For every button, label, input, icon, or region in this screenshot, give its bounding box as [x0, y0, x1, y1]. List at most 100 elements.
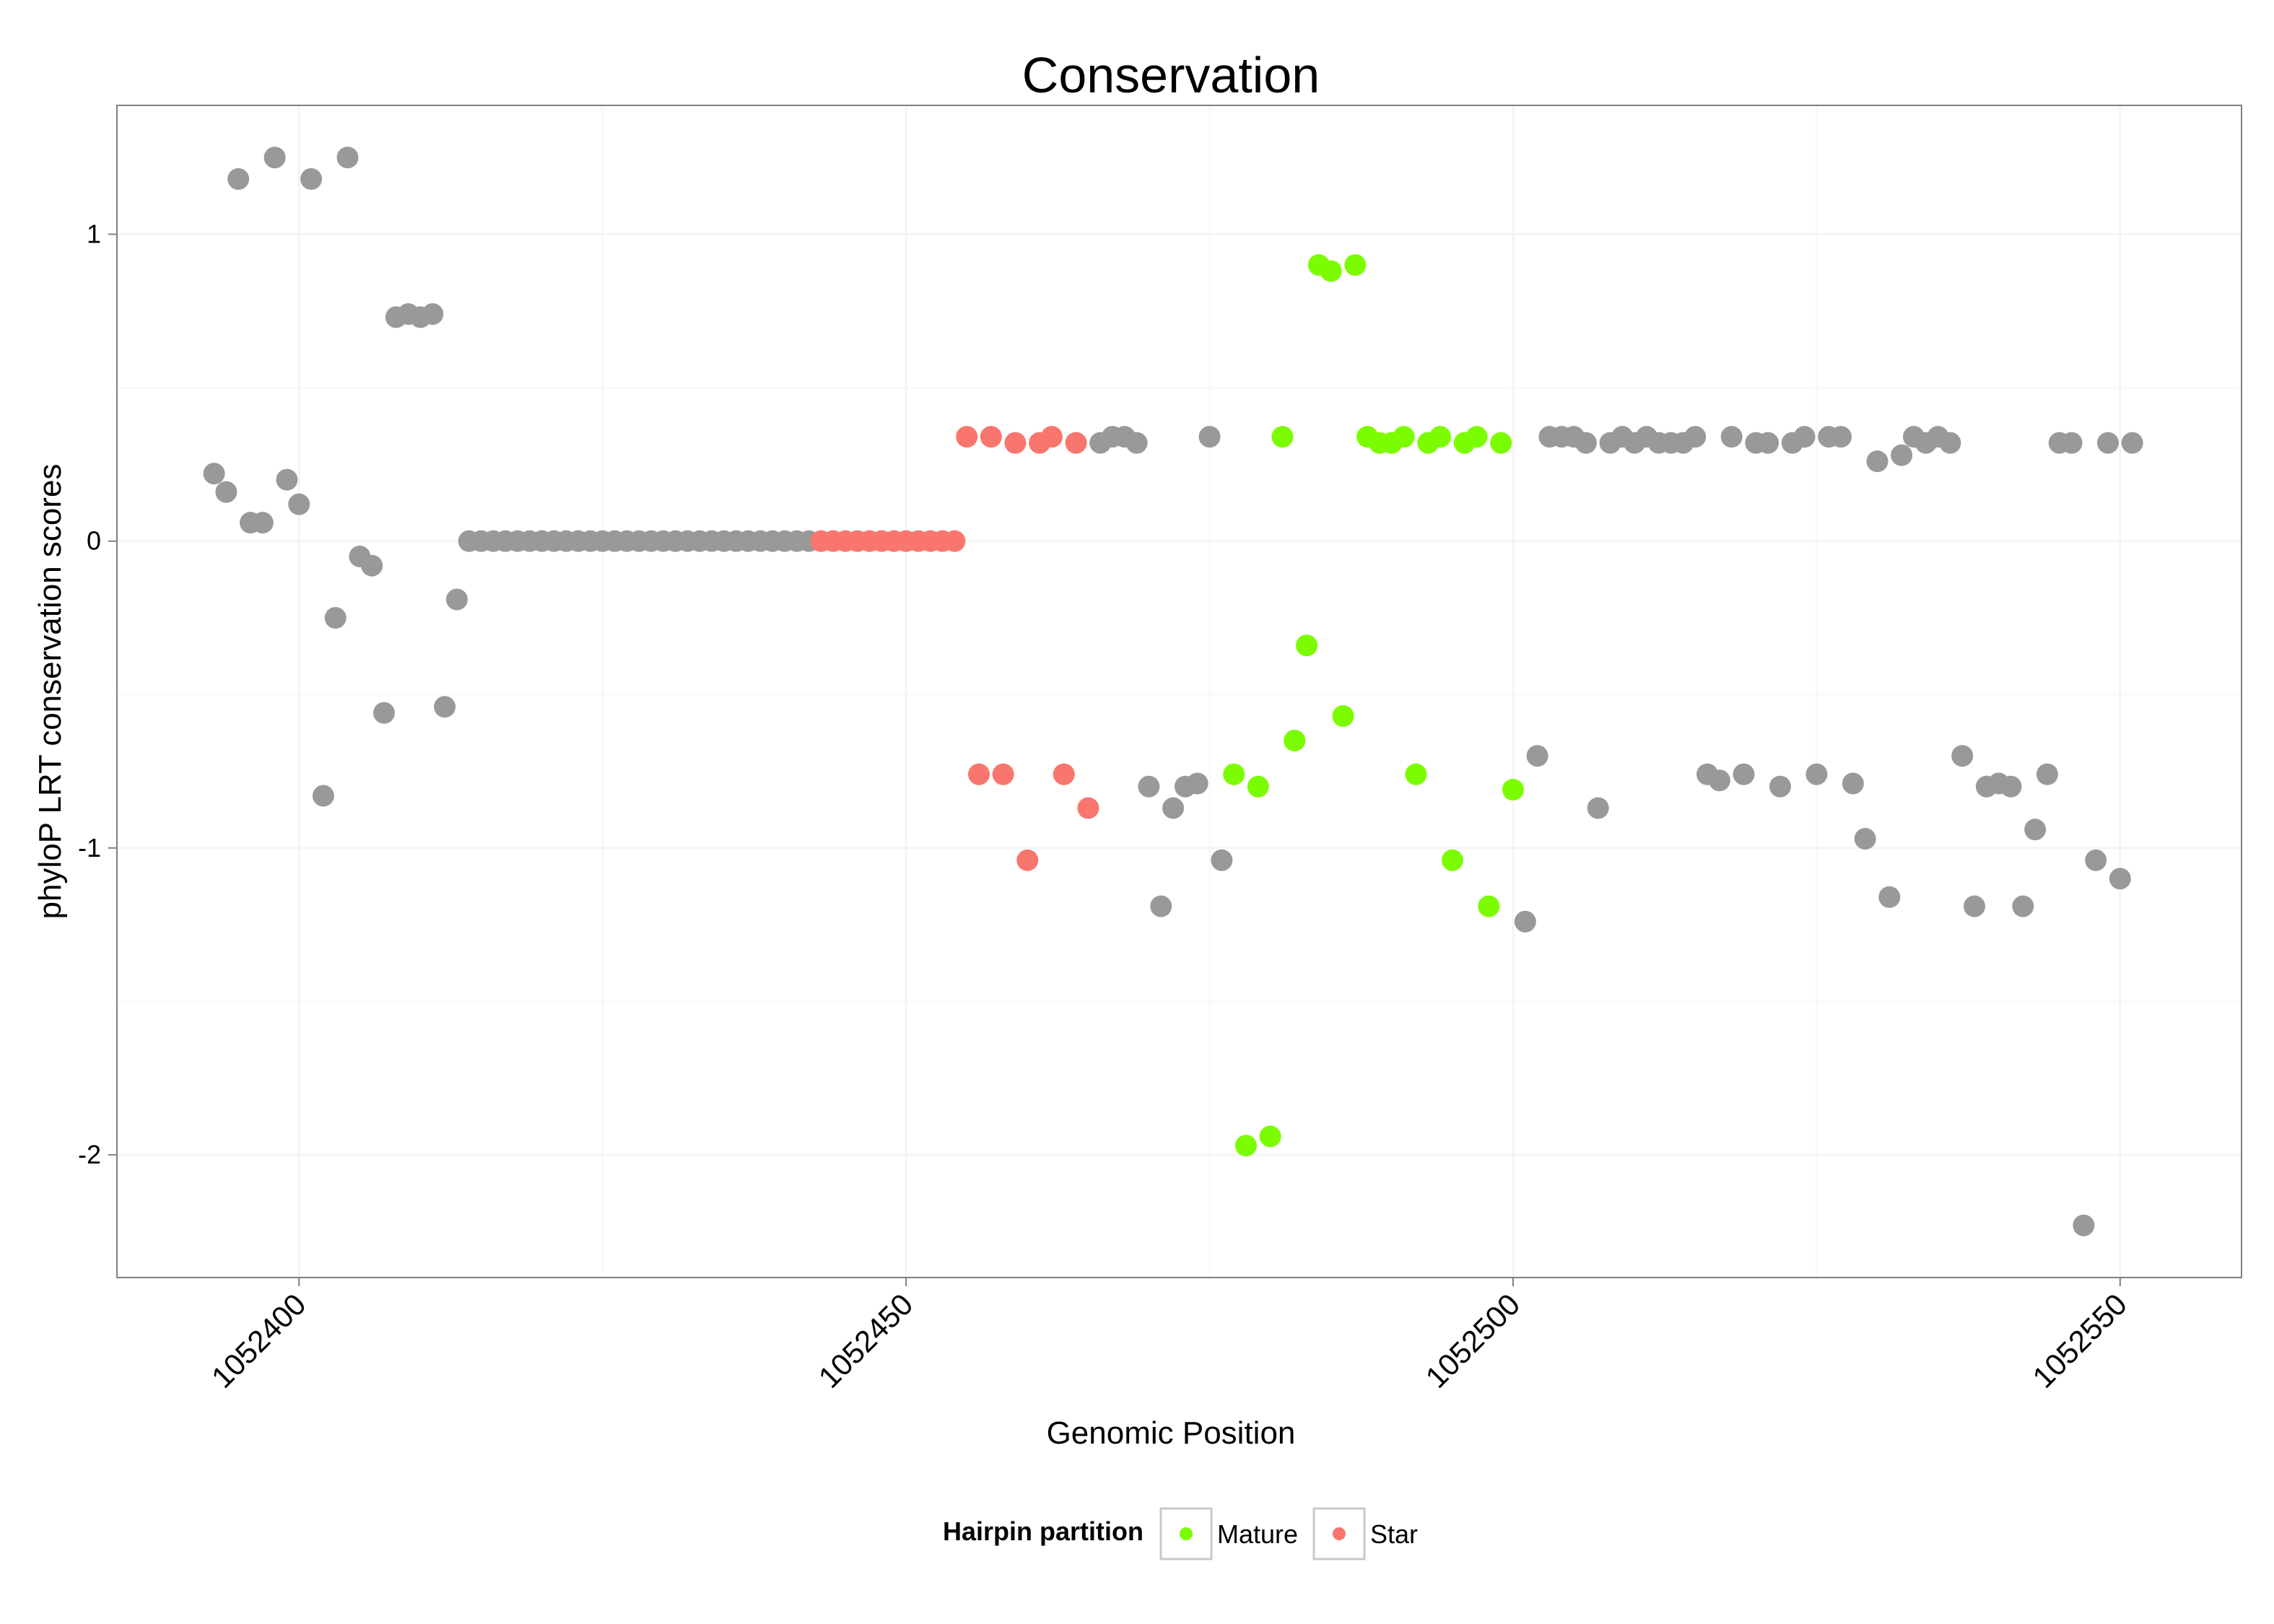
y-axis: -2 -1 0 1: [78, 219, 117, 1169]
point-other: [2000, 775, 2022, 798]
legend-key-mature: [1159, 1507, 1213, 1560]
point-mature: [1234, 1135, 1257, 1157]
point-other: [1574, 432, 1597, 454]
point-star: [980, 426, 1002, 448]
point-mature: [1332, 705, 1354, 728]
data-points: [203, 147, 2143, 1236]
y-axis-title: phyloP LRT conservation scores: [32, 463, 68, 919]
point-other: [1757, 432, 1779, 454]
grid-lines: [117, 105, 2242, 1278]
point-mature: [1405, 763, 1427, 785]
legend: Hairpin partition Mature Star: [943, 1507, 1418, 1560]
point-other: [288, 493, 310, 515]
y-tick-label: -1: [78, 833, 101, 863]
point-other: [2121, 432, 2143, 454]
point-other: [1514, 910, 1536, 933]
point-star: [1004, 432, 1027, 454]
y-tick-label: -2: [78, 1140, 101, 1169]
point-mature: [1259, 1125, 1281, 1148]
point-other: [2060, 432, 2083, 454]
point-star: [1065, 432, 1087, 454]
point-other: [1805, 763, 1828, 785]
point-other: [422, 303, 444, 326]
chart-title: Conservation: [1022, 47, 1320, 103]
point-other: [1587, 797, 1609, 819]
point-other: [1720, 426, 1743, 448]
point-star: [1016, 849, 1039, 871]
point-mature: [1223, 763, 1245, 785]
point-other: [1211, 849, 1233, 871]
point-other: [251, 512, 274, 534]
point-other: [2036, 763, 2058, 785]
point-other: [1854, 828, 1876, 850]
legend-dot-mature: [1180, 1527, 1193, 1540]
point-other: [445, 588, 468, 611]
point-mature: [1296, 634, 1318, 657]
point-mature: [1344, 254, 1367, 276]
point-mature: [1271, 426, 1294, 448]
point-mature: [1441, 849, 1463, 871]
legend-label-mature: Mature: [1217, 1519, 1298, 1549]
legend-dot-star: [1333, 1527, 1346, 1540]
legend-label-star: Star: [1370, 1519, 1418, 1549]
point-other: [2109, 868, 2131, 890]
point-star: [956, 426, 978, 448]
point-other: [2085, 849, 2107, 871]
point-other: [324, 606, 347, 629]
point-other: [373, 702, 395, 724]
point-other: [1951, 745, 1974, 767]
point-other: [1939, 432, 1961, 454]
point-other: [1830, 426, 1852, 448]
x-tick-label: 1052400: [205, 1287, 313, 1394]
point-other: [263, 147, 286, 169]
y-tick-label: 0: [87, 526, 101, 556]
point-star: [992, 763, 1014, 785]
point-other: [1198, 426, 1221, 448]
point-other: [434, 696, 456, 718]
point-other: [2097, 432, 2120, 454]
point-other: [1125, 432, 1148, 454]
x-tick-label: 1052500: [1419, 1287, 1526, 1394]
point-other: [2012, 895, 2034, 917]
point-other: [1891, 444, 1913, 466]
point-other: [215, 481, 238, 503]
point-other: [361, 554, 383, 577]
point-mature: [1429, 426, 1452, 448]
point-other: [1150, 895, 1172, 917]
point-other: [1162, 797, 1185, 819]
point-other: [1708, 769, 1730, 792]
point-mature: [1502, 779, 1524, 801]
point-other: [312, 785, 334, 807]
point-star: [944, 530, 966, 552]
point-other: [2024, 818, 2047, 841]
point-other: [1842, 772, 1864, 795]
point-mature: [1393, 426, 1415, 448]
x-axis-title: Genomic Position: [1047, 1415, 1296, 1451]
point-mature: [1320, 260, 1342, 282]
x-tick-label: 1052450: [812, 1287, 920, 1394]
point-other: [2073, 1214, 2095, 1236]
point-star: [1077, 797, 1099, 819]
point-mature: [1284, 730, 1306, 752]
point-other: [300, 168, 323, 191]
point-other: [1733, 763, 1755, 785]
x-axis: 1052400 1052450 1052500 1052550: [205, 1278, 2133, 1394]
plot-panel-border: [116, 105, 2242, 1278]
point-other: [227, 168, 250, 191]
point-other: [1138, 775, 1160, 798]
point-other: [276, 468, 298, 491]
y-tick-label: 1: [87, 219, 101, 249]
point-star: [968, 763, 990, 785]
point-mature: [1490, 432, 1512, 454]
point-mature: [1465, 426, 1488, 448]
point-other: [1878, 886, 1901, 908]
point-other: [1964, 895, 1986, 917]
point-mature: [1247, 775, 1269, 798]
point-other: [1769, 775, 1791, 798]
point-mature: [1478, 895, 1500, 917]
point-other: [1684, 426, 1707, 448]
legend-title: Hairpin partition: [943, 1516, 1143, 1546]
point-star: [1053, 763, 1075, 785]
point-star: [1040, 426, 1063, 448]
